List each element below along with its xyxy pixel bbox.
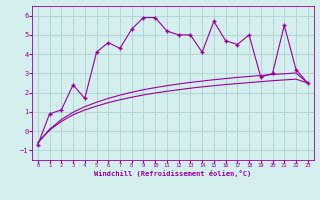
X-axis label: Windchill (Refroidissement éolien,°C): Windchill (Refroidissement éolien,°C) bbox=[94, 170, 252, 177]
